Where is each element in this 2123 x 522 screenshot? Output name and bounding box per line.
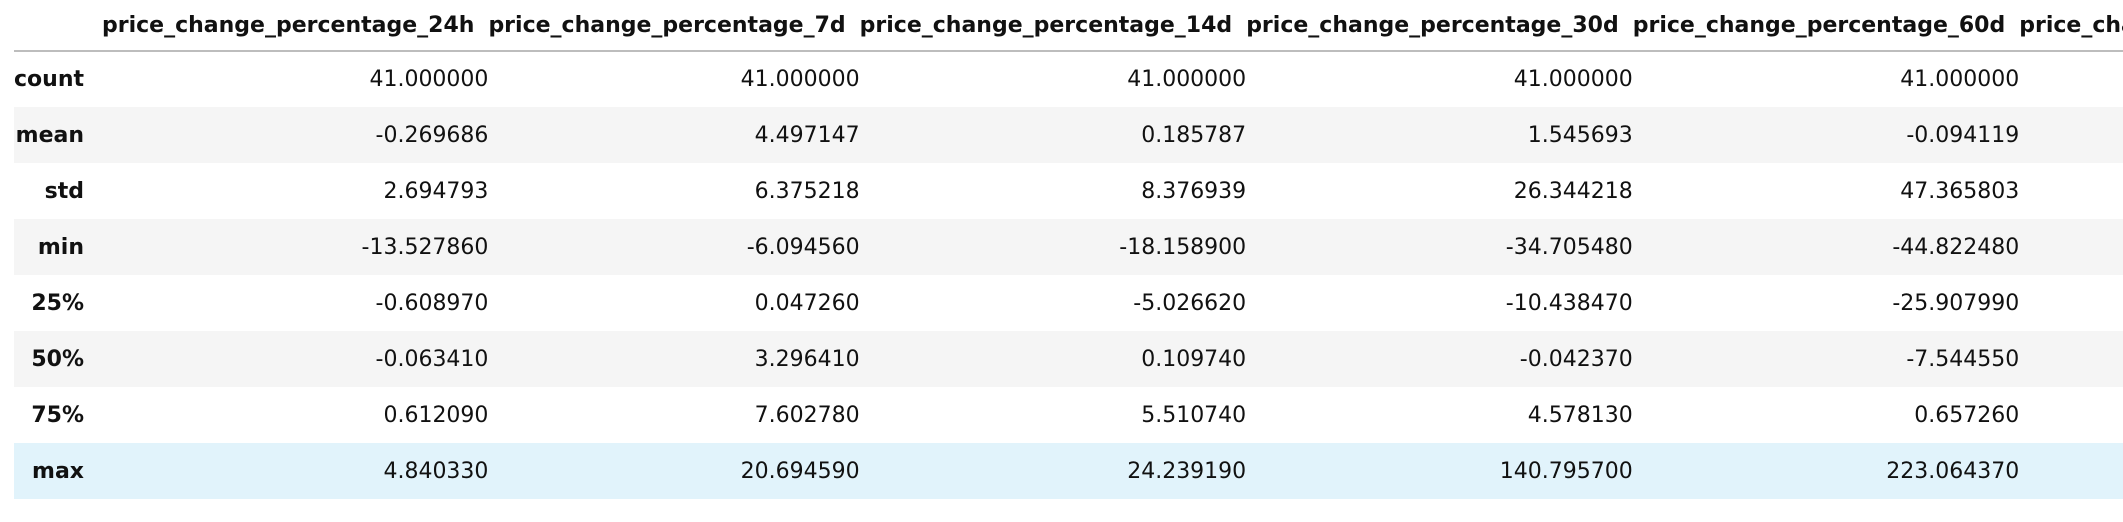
row-label: min — [37, 234, 84, 260]
column-header: price_change_percentage_60d — [1632, 0, 2020, 52]
table-cell: 20.694590 — [740, 458, 860, 484]
table-cell — [2019, 331, 2123, 387]
table-cell: 6.375218 — [754, 178, 860, 204]
table-row: std 2.694793 6.375218 8.376939 26.344218… — [14, 163, 2123, 219]
table-cell: -0.608970 — [375, 290, 489, 316]
table-row: count 41.000000 41.000000 41.000000 41.0… — [14, 51, 2123, 107]
table-cell: -13.527860 — [361, 234, 489, 260]
table-cell: -6.094560 — [746, 234, 860, 260]
table-cell: 41.000000 — [740, 67, 860, 92]
table-cell — [2019, 51, 2123, 107]
table-cell — [2019, 443, 2123, 499]
table-cell — [2019, 163, 2123, 219]
describe-table: price_change_percentage_24h price_change… — [14, 0, 2123, 499]
table-cell: 0.657260 — [1914, 402, 2020, 428]
table-row: 75% 0.612090 7.602780 5.510740 4.578130 … — [14, 387, 2123, 443]
table-cell: 2.694793 — [383, 178, 489, 204]
table-cell: 8.376939 — [1141, 178, 1247, 204]
table-cell: 41.000000 — [369, 67, 489, 92]
header-row: price_change_percentage_24h price_change… — [14, 0, 2123, 52]
table-row: 25% -0.608970 0.047260 -5.026620 -10.438… — [14, 275, 2123, 331]
table-row: 50% -0.063410 3.296410 0.109740 -0.04237… — [14, 331, 2123, 387]
table-cell: 7.602780 — [754, 402, 860, 428]
table-cell: 0.109740 — [1141, 346, 1247, 372]
table-cell: -0.063410 — [375, 346, 489, 372]
table-cell: -0.094119 — [1906, 122, 2020, 148]
table-cell: 47.365803 — [1900, 178, 2020, 204]
table-cell: 140.795700 — [1499, 458, 1633, 484]
index-header — [14, 0, 102, 52]
row-label: max — [32, 458, 84, 484]
row-label: 50% — [31, 346, 84, 372]
table-cell: -34.705480 — [1505, 234, 1633, 260]
column-header: price_change_percentage_30d — [1246, 0, 1633, 52]
table-cell: 0.047260 — [754, 290, 860, 316]
table-cell: 4.578130 — [1527, 402, 1633, 428]
table-cell: -0.269686 — [375, 122, 489, 148]
table-cell: 26.344218 — [1513, 178, 1633, 204]
table-row-highlighted: max 4.840330 20.694590 24.239190 140.795… — [14, 443, 2123, 499]
table-row: min -13.527860 -6.094560 -18.158900 -34.… — [14, 219, 2123, 275]
column-header: price_change_percentage_14d — [859, 0, 1247, 52]
table-cell: 41.000000 — [1127, 67, 1247, 92]
row-label: count — [14, 67, 84, 92]
table-cell: 223.064370 — [1886, 458, 2020, 484]
table-cell — [2019, 387, 2123, 443]
table-cell: -0.042370 — [1519, 346, 1633, 372]
table-cell — [2019, 107, 2123, 163]
table-cell — [2019, 219, 2123, 275]
table-cell: 4.840330 — [383, 458, 489, 484]
table-cell: -18.158900 — [1119, 234, 1247, 260]
table-cell: 4.497147 — [754, 122, 860, 148]
row-label: std — [44, 178, 84, 204]
table-cell: -44.822480 — [1892, 234, 2020, 260]
row-label: 25% — [31, 290, 84, 316]
table-row: mean -0.269686 4.497147 0.185787 1.54569… — [14, 107, 2123, 163]
table-cell: -5.026620 — [1133, 290, 1247, 316]
table-cell: 0.612090 — [383, 402, 489, 428]
column-header-clipped: price_change_perce — [2019, 0, 2123, 52]
table-cell: 3.296410 — [754, 346, 860, 372]
table-cell: -7.544550 — [1906, 346, 2020, 372]
table-cell: 0.185787 — [1141, 122, 1247, 148]
table-cell: 5.510740 — [1141, 402, 1247, 428]
column-header: price_change_percentage_7d — [488, 0, 860, 52]
row-label: mean — [15, 122, 84, 148]
table-cell: -25.907990 — [1892, 290, 2020, 316]
table-cell: 41.000000 — [1900, 67, 2020, 92]
table-cell: -10.438470 — [1505, 290, 1633, 316]
table-cell — [2019, 275, 2123, 331]
column-header: price_change_percentage_24h — [102, 0, 489, 52]
table-cell: 1.545693 — [1527, 122, 1633, 148]
table-cell: 41.000000 — [1513, 67, 1633, 92]
table-cell: 24.239190 — [1127, 458, 1247, 484]
row-label: 75% — [31, 402, 84, 428]
